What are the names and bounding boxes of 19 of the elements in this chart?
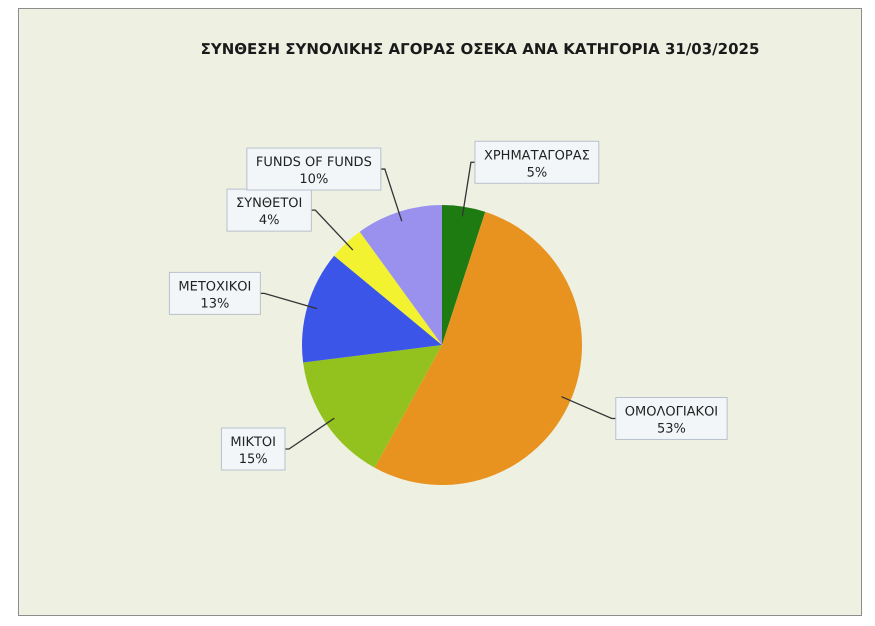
pie-slice xyxy=(374,212,582,485)
data-label: 5% xyxy=(526,165,548,180)
pie-slice xyxy=(302,256,442,363)
chart-title: ΣΥΝΘΕΣΗ ΣΥΝΟΛΙΚΗΣ ΑΓΟΡΑΣ ΟΣΕΚΑ ΑΝΑ ΚΑΤΗΓΟΡΙΑ 31/03/2025 xyxy=(200,40,760,58)
data-label: 53% xyxy=(657,421,686,436)
slice-label: ΣΥΝΘΕΤΟΙ xyxy=(236,196,302,212)
slice-label: FUNDS OF FUNDS xyxy=(256,155,372,170)
slice-label: ΟΜΟΛΟΓΙΑΚΟΙ xyxy=(624,404,718,420)
pie-slice xyxy=(334,232,442,345)
data-label: 10% xyxy=(299,172,328,188)
data-label: 4% xyxy=(258,213,280,228)
pie-slice xyxy=(442,205,486,345)
pie-slice xyxy=(303,345,442,468)
data-label: 15% xyxy=(238,452,268,467)
slice-label: ΜΙΚΤΟΙ xyxy=(230,434,276,450)
data-label: 13% xyxy=(200,296,230,312)
pie-slice xyxy=(360,205,442,345)
slice-label: ΜΕΤΟΧΙΚΟΙ xyxy=(178,279,252,294)
slice-label: ΧΡΗΜΑΤΑΓΟΡΑΣ xyxy=(484,148,590,164)
